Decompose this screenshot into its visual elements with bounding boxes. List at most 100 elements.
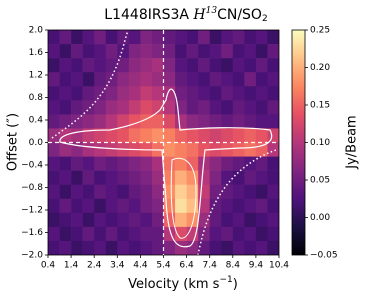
heatmap-cell: [128, 100, 141, 115]
heatmap-cell: [59, 72, 72, 87]
heatmap-cell: [59, 226, 72, 242]
heatmap-cell: [163, 44, 176, 59]
model-curve: [51, 30, 129, 139]
heatmap-cell: [117, 170, 130, 185]
heatmap-cell: [105, 198, 118, 214]
heatmap-cell: [128, 156, 141, 171]
heatmap-cell: [175, 170, 187, 185]
colorbar-tick-label: 0.25: [310, 26, 330, 36]
heatmap-cell: [255, 184, 268, 200]
heatmap-cell: [198, 184, 210, 200]
heatmap-cell: [163, 86, 176, 101]
heatmap-cell: [71, 240, 83, 255]
heatmap-cell: [244, 58, 257, 73]
heatmap-cell: [209, 30, 222, 45]
y-axis-label: Offset (″): [6, 113, 21, 171]
heatmap-cell: [82, 240, 95, 255]
colorbar: [291, 29, 306, 256]
heatmap-cell: [232, 142, 245, 157]
y-tick-label: −1.2: [21, 206, 43, 216]
heatmap-cell: [221, 226, 234, 242]
heatmap-cell: [105, 114, 118, 129]
heatmap-cell: [105, 184, 118, 200]
heatmap-cell: [221, 198, 234, 214]
heatmap-cell: [221, 170, 234, 185]
heatmap-cell: [198, 58, 210, 73]
y-tick-label: 0.4: [29, 116, 44, 126]
heatmap-cell: [48, 212, 60, 228]
heatmap-cell: [59, 30, 72, 45]
heatmap-cell: [186, 58, 199, 73]
heatmap-cell: [209, 44, 222, 59]
heatmap-cell: [128, 30, 141, 45]
heatmap-cell: [59, 184, 72, 200]
heatmap-cell: [209, 114, 222, 129]
heatmap-cell: [186, 212, 199, 228]
heatmap-cell: [82, 58, 95, 73]
heatmap-cell: [71, 226, 83, 242]
x-tick-label: 7.4: [203, 261, 218, 271]
heatmap-cell: [140, 170, 153, 185]
heatmap-cell: [105, 30, 118, 45]
heatmap-cell: [209, 212, 222, 228]
heatmap-cell: [105, 240, 118, 255]
heatmap-cell: [244, 128, 257, 143]
heatmap-cell: [71, 212, 83, 228]
title-text: CN/SO: [217, 7, 262, 23]
heatmap-cell: [105, 72, 118, 87]
heatmap-cell: [140, 86, 153, 101]
heatmap-cell: [151, 30, 164, 45]
heatmap-cell: [128, 240, 141, 255]
heatmap-cell: [209, 72, 222, 87]
heatmap-cell: [151, 198, 164, 214]
heatmap-cell: [151, 86, 164, 101]
heatmap-cell: [94, 72, 107, 87]
heatmap-cell: [128, 128, 141, 143]
heatmap-cell: [117, 100, 130, 115]
heatmap-cell: [244, 170, 257, 185]
heatmap-cell: [175, 30, 187, 45]
heatmap-cell: [163, 170, 176, 185]
heatmap-cell: [255, 170, 268, 185]
heatmap-cell: [186, 240, 199, 255]
heatmap-cell: [117, 212, 130, 228]
heatmap-cell: [221, 128, 234, 143]
heatmap-cell: [117, 30, 130, 45]
heatmap-cell: [232, 30, 245, 45]
contour: [59, 88, 273, 248]
heatmap-cell: [151, 128, 164, 143]
title-sup: 13: [206, 6, 218, 16]
heatmap-cell: [198, 212, 210, 228]
heatmap-cell: [59, 100, 72, 115]
heatmap-cell: [175, 58, 187, 73]
heatmap-cell: [186, 100, 199, 115]
heatmap-cell: [128, 114, 141, 129]
heatmap-cell: [163, 30, 176, 45]
heatmap-cell: [186, 114, 199, 129]
heatmap-cell: [163, 184, 176, 200]
heatmap-cell: [267, 114, 279, 129]
heatmap-cell: [255, 72, 268, 87]
heatmap-cell: [117, 184, 130, 200]
heatmap-cell: [221, 72, 234, 87]
heatmap-cell: [71, 58, 83, 73]
heatmap-cell: [244, 44, 257, 59]
heatmap-cell: [71, 142, 83, 157]
heatmap-cell: [117, 114, 130, 129]
heatmap-cell: [267, 184, 279, 200]
x-tick-label: 4.4: [133, 261, 148, 271]
heatmap-cell: [255, 156, 268, 171]
heatmap-cell: [48, 44, 60, 59]
heatmap-cell: [128, 226, 141, 242]
heatmap-cell: [163, 226, 176, 242]
heatmap-cell: [82, 114, 95, 129]
heatmap-cell: [198, 100, 210, 115]
colorbar-label: Jy/Beam: [345, 115, 360, 169]
heatmap-cell: [94, 30, 107, 45]
heatmap-cell: [267, 198, 279, 214]
heatmap-cell: [71, 44, 83, 59]
heatmap-cell: [209, 58, 222, 73]
heatmap-cell: [105, 44, 118, 59]
heatmap-cell: [71, 184, 83, 200]
heatmap-cell: [267, 142, 279, 157]
